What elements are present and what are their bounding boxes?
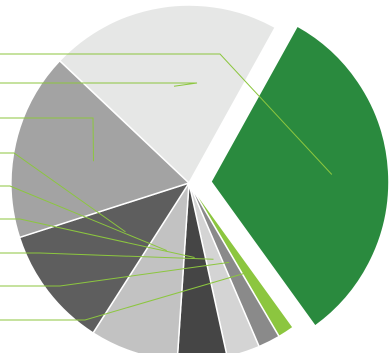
pie-slice-8 (10, 59, 191, 239)
pie-slice-1 (210, 24, 390, 328)
pie-slices (10, 4, 390, 353)
leader-line-4 (0, 152, 126, 233)
leader-line-7 (0, 252, 214, 260)
leader-lines (0, 53, 333, 321)
leader-line-9 (0, 272, 248, 321)
pie-slice-7 (18, 181, 191, 334)
leader-line-3 (0, 117, 94, 162)
pie-slice-9 (58, 4, 277, 185)
leader-line-2 (0, 82, 198, 87)
leader-line-1 (0, 53, 333, 175)
leader-line-6 (0, 218, 195, 258)
leader-line-8 (0, 261, 230, 287)
leader-line-5 (0, 185, 167, 252)
pie-slice-5 (176, 182, 228, 353)
pie-slice-4 (188, 182, 261, 353)
